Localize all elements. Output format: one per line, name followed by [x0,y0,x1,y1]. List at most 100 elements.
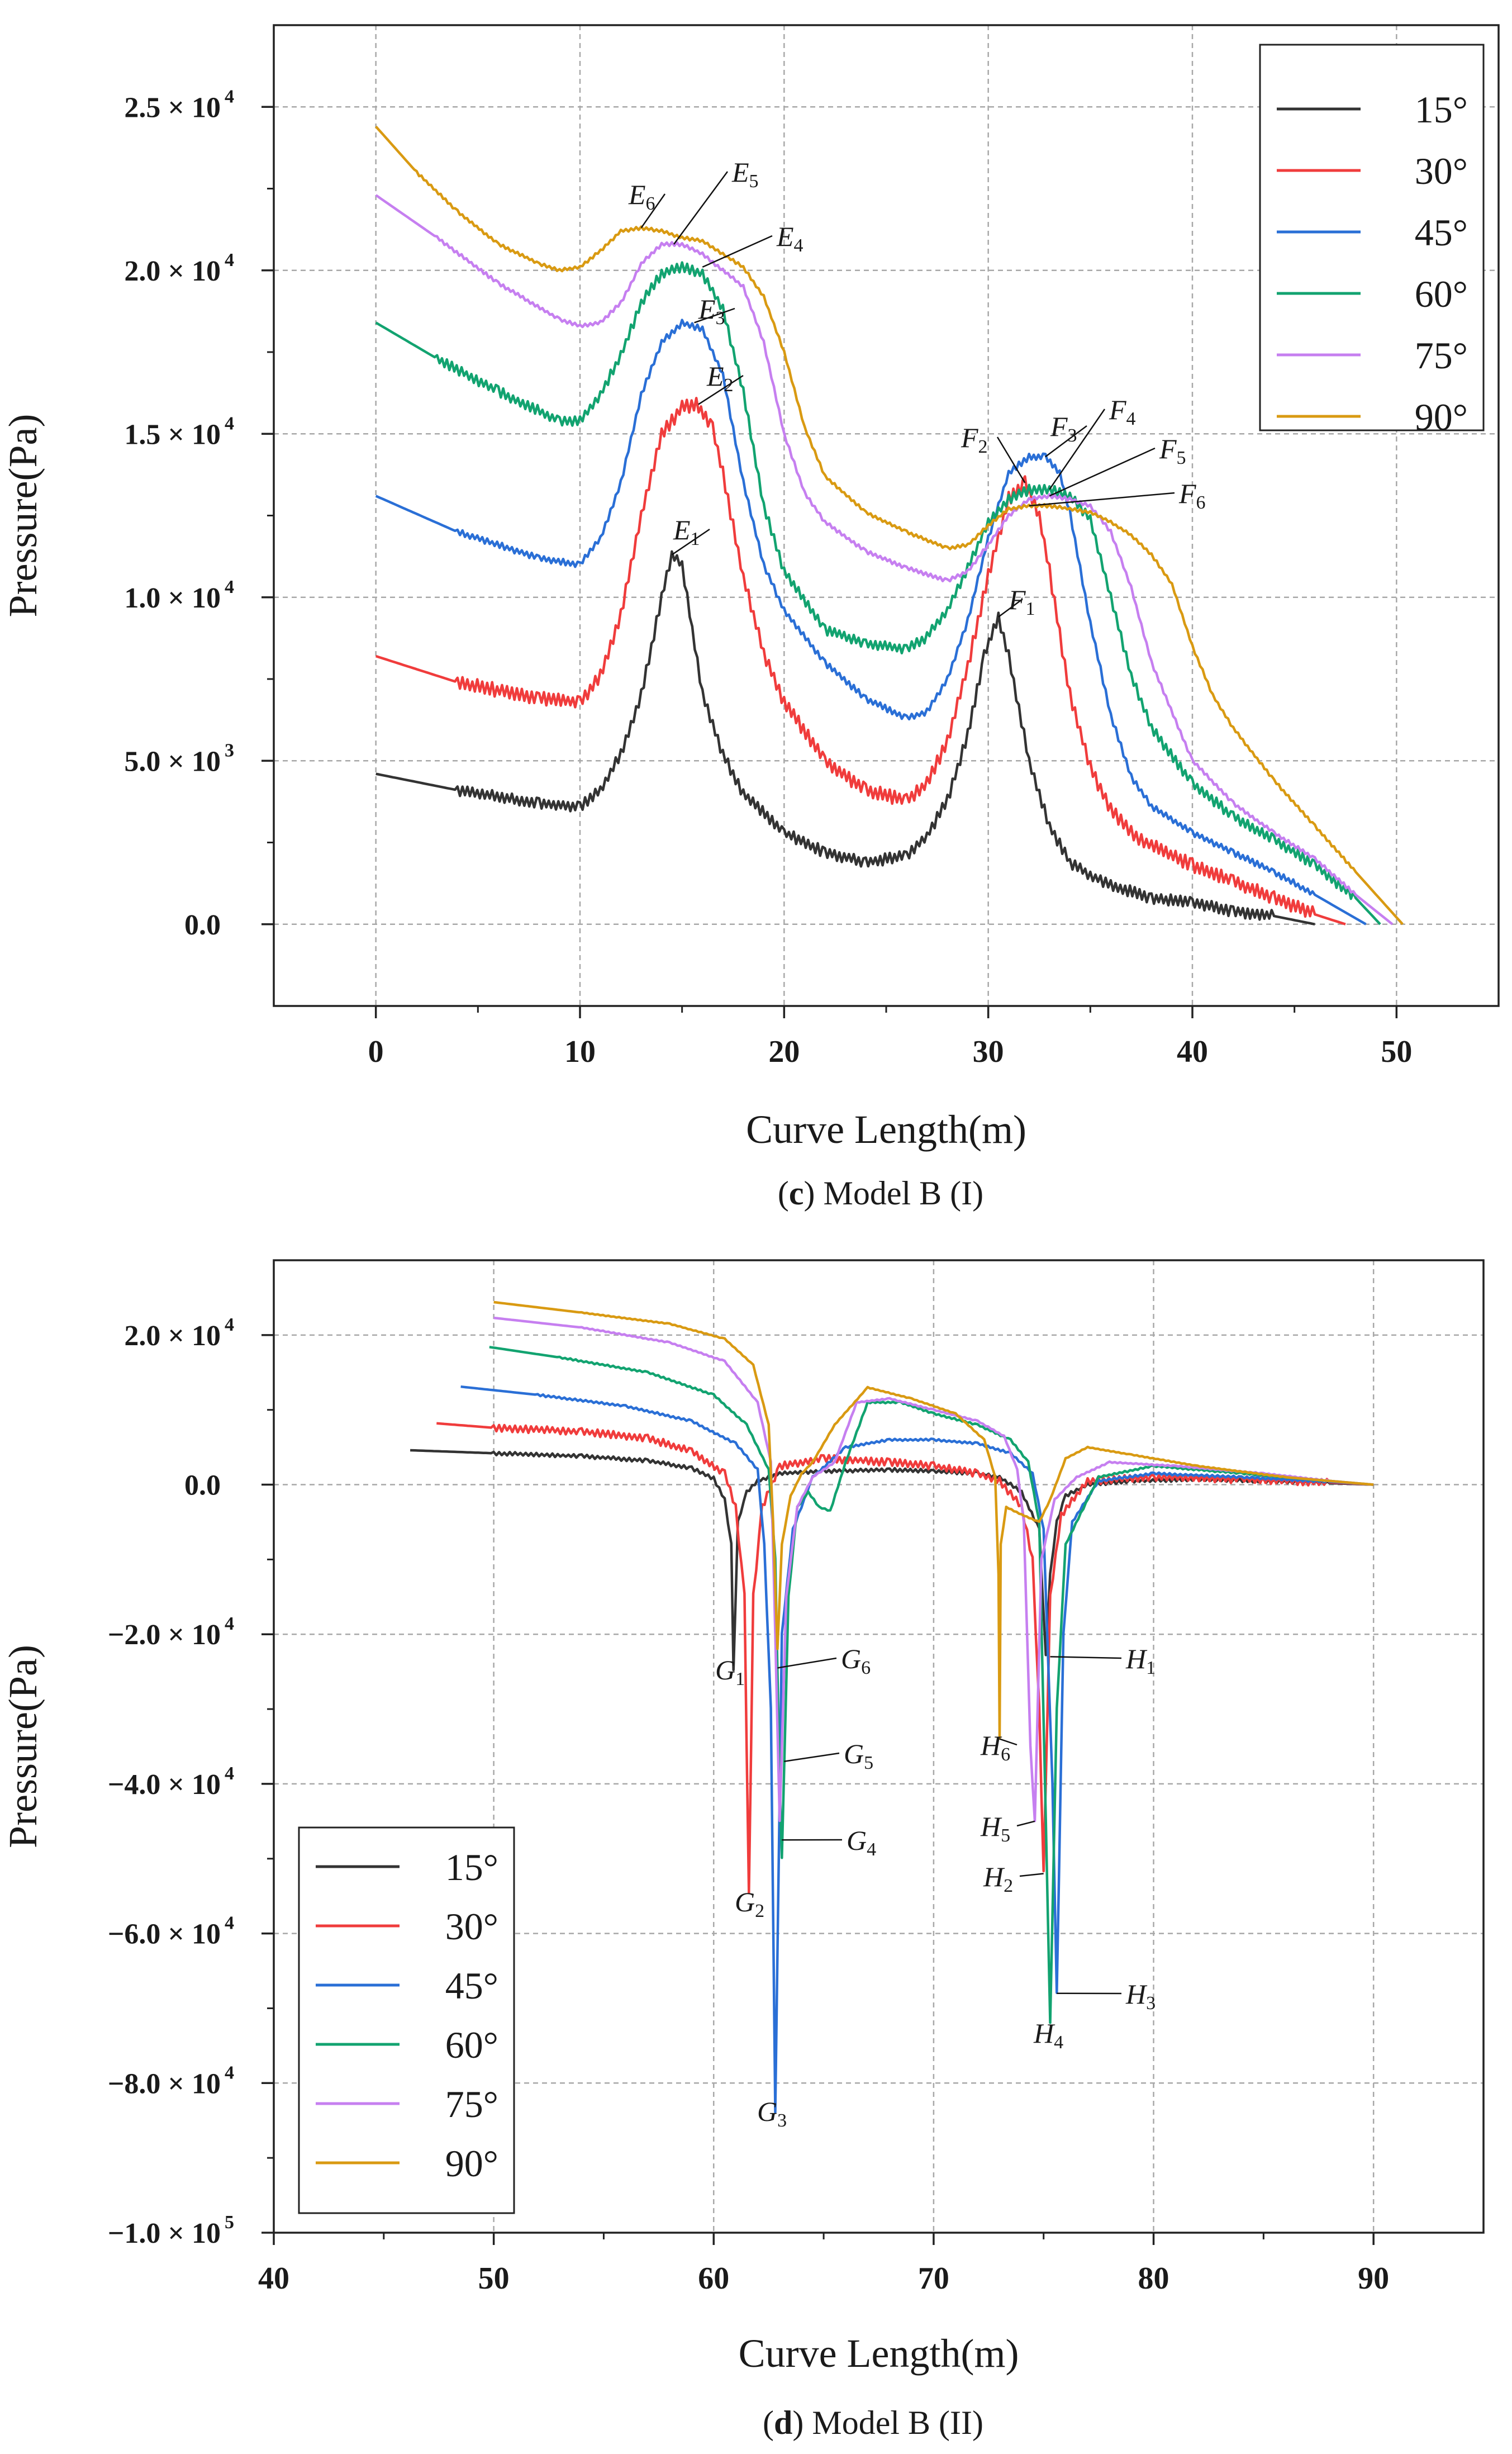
legend-label: 15° [1415,88,1468,131]
annotation-label: F1 [1008,584,1035,619]
y-tick-exponent: 4 [225,1913,234,1934]
y-tick-label: 5.0 × 10 [124,746,221,777]
x-tick-label: 90 [1358,2261,1389,2296]
y-tick-exponent: 4 [225,1314,234,1335]
plot-frame [273,1259,1485,2234]
y-tick-label: 0.0 [184,1470,221,1502]
annotation-label: H6 [980,1730,1010,1765]
annotations: G1 G2 G3 G4 G5 G6 H1 H2 H3 H4 H5 H6 [715,1643,1156,2131]
series-line-15deg [410,1449,1374,1672]
legend-label: 60° [445,2024,498,2066]
annotation-leader [1019,1873,1044,1877]
legend-label: 75° [445,2083,498,2125]
series-line-90deg [493,1300,1374,1740]
annotation-leader [1050,1656,1122,1659]
y-tick-exponent: 4 [225,1613,234,1634]
annotation-label: E6 [628,179,655,214]
legend-label: 75° [1415,334,1468,377]
x-axis-title: Curve Length(m) [739,2331,1019,2376]
legend: 15° 30° 45° 60° 75° 90° [1259,44,1485,438]
y-tick-label: 0.0 [184,909,221,941]
y-tick-label: −2.0 × 10 [108,1619,221,1651]
grid-lines [274,25,1499,1006]
series-line-30deg [375,397,1346,925]
annotation-label: F5 [1159,433,1186,468]
annotation-label: G1 [715,1654,745,1689]
annotation-leader [1029,492,1175,507]
annotation-leader [1049,447,1156,497]
series-line-15deg [375,550,1315,926]
y-tick-label: −6.0 × 10 [108,1919,221,1950]
y-tick-exponent: 3 [225,740,234,761]
legend-label: 30° [1415,150,1468,192]
annotation-label: E4 [776,221,803,256]
series-line-60deg [489,1346,1374,2024]
annotation-label: G3 [757,2096,787,2131]
legend-label: 30° [445,1905,498,1948]
annotation-leader [1045,425,1087,458]
annotation-label: G6 [841,1643,871,1678]
x-tick-label: 80 [1138,2261,1169,2296]
legend-label: 90° [445,2142,498,2185]
figure-caption: (c) Model B (I) [778,1175,983,1212]
annotation-label: H3 [1125,1978,1156,2014]
series-group [375,125,1404,926]
x-tick-label: 50 [478,2261,510,2296]
annotation-leader [784,1752,840,1763]
legend-label: 45° [1415,211,1468,254]
annotation-label: F3 [1050,411,1077,446]
x-tick-label: 50 [1381,1034,1412,1069]
annotation-leader [673,171,729,245]
annotation-leader [671,528,710,556]
chart-model-b-i: 0 10 20 30 40 500.05.0 × 10 31.0 × 10 41.5 × 10… [1,24,1500,1212]
y-tick-label: 2.0 × 10 [124,255,221,287]
annotation-label: E1 [673,514,700,549]
annotation-label: H1 [1125,1643,1156,1678]
y-tick-exponent: 4 [225,1763,234,1784]
annotation-leader [1016,1820,1035,1827]
annotation-label: F6 [1178,478,1206,513]
x-tick-label: 10 [564,1034,596,1069]
legend-box [298,1826,515,2214]
annotation-label: E3 [698,293,725,329]
y-tick-label: 2.0 × 10 [124,1320,221,1352]
x-tick-label: 60 [698,2261,729,2296]
annotation-leader [694,307,735,324]
y-axis-title: Pressure(Pa) [1,414,45,618]
annotation-label: F4 [1109,394,1136,429]
x-tick-label: 70 [918,2261,949,2296]
y-tick-exponent: 4 [225,86,234,107]
annotation-leader [1049,409,1106,490]
legend-label: 60° [1415,273,1468,315]
x-axis-title: Curve Length(m) [746,1107,1026,1152]
annotation-label: G2 [735,1886,764,1921]
annotation-label: E2 [706,360,734,396]
y-tick-exponent: 4 [225,250,234,270]
y-tick-exponent: 4 [225,2062,234,2083]
annotation-leader [698,374,744,405]
figure-caption: (d) Model B (II) [763,2404,983,2441]
legend-label: 15° [445,1846,498,1888]
y-tick-label: 1.0 × 10 [124,582,221,614]
series-line-75deg [375,194,1394,925]
y-axis-title: Pressure(Pa) [1,1645,45,1848]
annotation-label: H2 [983,1861,1013,1896]
series-line-45deg [375,319,1367,925]
annotation-label: G4 [847,1825,876,1860]
x-tick-label: 40 [1177,1034,1208,1069]
legend-label: 45° [445,1964,498,2007]
annotation-leader [996,436,1026,483]
annotation-label: G5 [844,1738,873,1773]
y-tick-label: 1.5 × 10 [124,419,221,450]
annotation-label: H5 [980,1811,1010,1846]
annotation-leader [702,235,773,268]
y-tick-exponent: 5 [225,2212,234,2233]
annotation-label: E5 [731,156,759,192]
x-tick-label: 20 [768,1034,800,1069]
y-tick-label: 2.5 × 10 [124,92,221,124]
annotation-label: F2 [961,422,988,457]
annotation-leader [998,598,1023,618]
annotation-leader [640,193,666,229]
series-line-45deg [460,1385,1374,2114]
